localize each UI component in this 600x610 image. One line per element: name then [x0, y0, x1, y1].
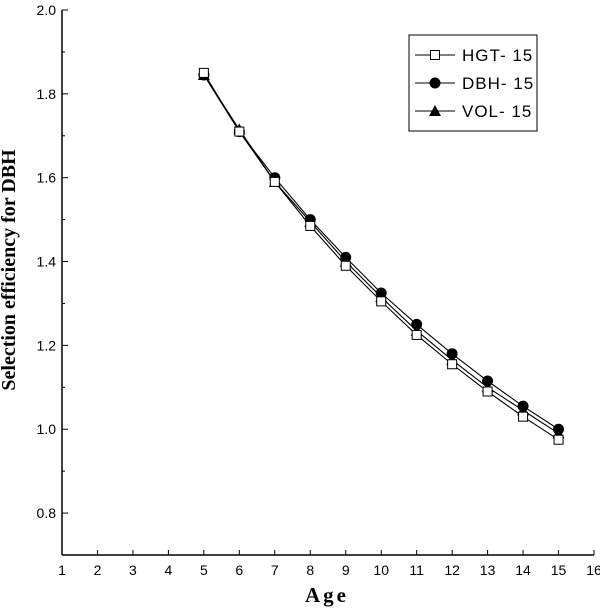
- x-tick-label: 4: [165, 562, 173, 578]
- square-marker: [518, 411, 529, 422]
- x-tick-label: 9: [342, 562, 350, 578]
- series-1: [198, 67, 564, 445]
- y-tick-label: 1.2: [37, 337, 57, 353]
- circle-marker: [429, 77, 441, 89]
- square-marker: [198, 67, 209, 78]
- circle-marker: [411, 318, 423, 330]
- y-axis-title: Selection efficiency for DBH: [0, 149, 20, 391]
- square-marker: [376, 296, 387, 307]
- square-marker: [340, 260, 351, 271]
- x-tick-label: 11: [409, 562, 424, 578]
- square-marker: [269, 176, 280, 187]
- y-tick-label: 2.0: [37, 2, 57, 18]
- legend-label: DBH- 15: [462, 74, 534, 93]
- circle-marker: [517, 400, 529, 412]
- y-tick-label: 1.0: [37, 421, 57, 437]
- square-marker: [305, 220, 316, 231]
- circle-marker: [553, 423, 565, 435]
- x-tick-label: 7: [271, 562, 279, 578]
- y-tick-label: 1.4: [37, 254, 57, 270]
- series-layer: [197, 67, 565, 445]
- triangle-marker: [429, 105, 441, 116]
- x-axis-title: Age: [305, 583, 349, 607]
- square-marker: [234, 126, 245, 137]
- y-tick-label: 1.6: [37, 170, 57, 186]
- x-tick-label: 5: [200, 562, 208, 578]
- circle-marker: [340, 251, 352, 263]
- x-tick-label: 6: [235, 562, 243, 578]
- x-tick-label: 10: [373, 562, 389, 578]
- x-tick-label: 16: [586, 562, 600, 578]
- x-tick-label: 2: [94, 562, 102, 578]
- square-marker: [553, 434, 564, 445]
- x-tick-label: 8: [306, 562, 314, 578]
- x-tick-label: 13: [480, 562, 496, 578]
- circle-marker: [482, 375, 494, 387]
- x-tick-label: 14: [515, 562, 531, 578]
- legend-label: VOL- 15: [462, 102, 532, 121]
- legend-label: HGT- 15: [462, 46, 533, 65]
- x-tick-label: 15: [551, 562, 567, 578]
- legend: HGT- 15 DBH- 15 VOL- 15: [408, 34, 538, 132]
- axes: 1 2 3 4 5 6 7 8 9 10 11 12 13 14 15 160.81.01.21.41.61.…: [37, 2, 600, 578]
- square-marker: [430, 50, 440, 60]
- x-tick-label: 1: [58, 562, 66, 578]
- circle-marker: [446, 348, 458, 360]
- y-tick-label: 0.8: [37, 505, 57, 521]
- square-marker: [482, 386, 493, 397]
- square-marker: [411, 329, 422, 340]
- y-tick-label: 1.8: [37, 86, 57, 102]
- x-tick-label: 3: [129, 562, 137, 578]
- circle-marker: [375, 287, 387, 299]
- x-tick-label: 12: [444, 562, 460, 578]
- square-marker: [447, 359, 458, 370]
